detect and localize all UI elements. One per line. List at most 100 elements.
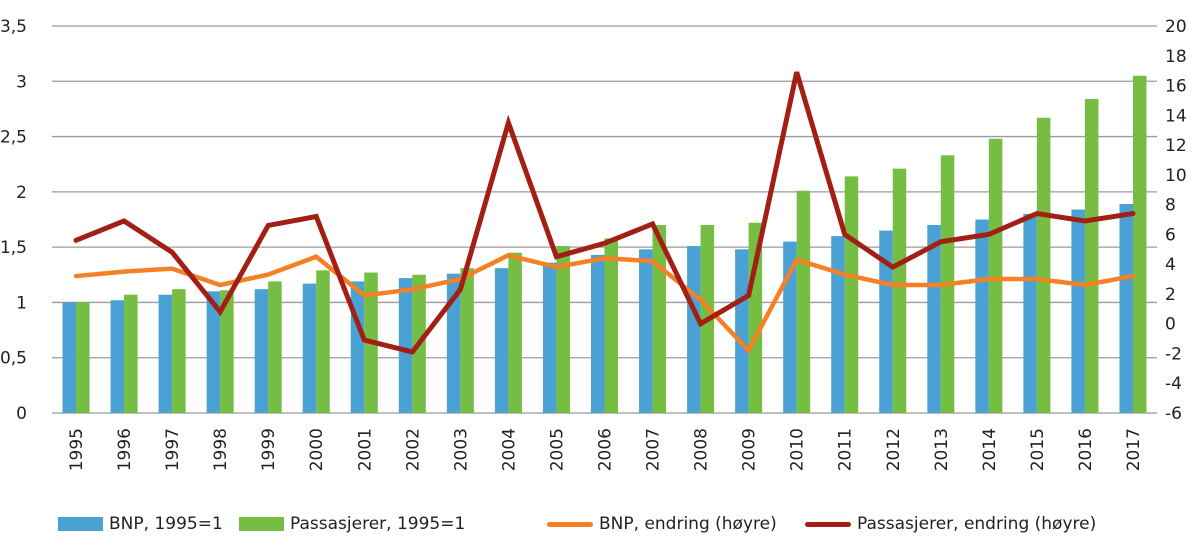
x-tick-label: 2006 xyxy=(596,428,616,471)
bar-passasjerer xyxy=(268,281,282,413)
y-left-tick-label: 1,5 xyxy=(0,238,27,258)
y-right-tick-label: 10 xyxy=(1165,166,1187,186)
x-tick-label: 2009 xyxy=(740,428,760,471)
bar-bnp xyxy=(783,241,797,413)
x-tick-label: 2012 xyxy=(884,428,904,471)
x-tick-label: 2013 xyxy=(932,428,952,471)
x-tick-label: 2011 xyxy=(836,428,856,471)
y-right-tick-label: 12 xyxy=(1165,136,1187,156)
x-tick-label: 2008 xyxy=(692,428,712,471)
bar-bnp xyxy=(110,300,125,413)
y-right-tick-label: 14 xyxy=(1165,106,1187,126)
y-right-tick-label: 18 xyxy=(1165,47,1187,67)
x-tick-label: 2015 xyxy=(1028,428,1048,471)
y-left-tick-label: 0 xyxy=(16,404,27,424)
y-right-tick-label: 6 xyxy=(1165,225,1176,245)
bar-bnp xyxy=(1023,213,1037,413)
y-right-tick-label: -4 xyxy=(1165,374,1182,394)
legend-item-passasjerer-endring: Passasjerer, endring (høyre) xyxy=(805,514,1096,534)
legend-label: Passasjerer, endring (høyre) xyxy=(857,514,1097,534)
bar-bnp xyxy=(1119,204,1133,413)
y-right-tick-label: 4 xyxy=(1165,255,1176,275)
bar-passasjerer xyxy=(460,268,474,413)
bar-passasjerer xyxy=(172,289,186,413)
combo-chart: 0 0,5 1 1,5 2 2,5 3 3,5 -6 -4 -2 0 2 4 6 8 10 12 14 16 18 20… xyxy=(0,17,1187,471)
y-right-tick-label: 2 xyxy=(1165,285,1176,305)
y-left-tick-label: 0,5 xyxy=(0,349,27,369)
legend-label: BNP, 1995=1 xyxy=(109,514,223,534)
bar-passasjerer xyxy=(892,168,907,413)
x-tick-label: 2002 xyxy=(403,428,423,471)
bar-bnp xyxy=(62,302,77,413)
x-tick-label: 2010 xyxy=(788,428,808,471)
legend-swatch-bnp-index xyxy=(58,517,103,531)
x-tick-label: 2017 xyxy=(1124,428,1144,471)
x-axis: 1995 1996 1997 1998 1999 2000 2001 2002 2003 2004… xyxy=(67,428,1144,471)
bar-passasjerer xyxy=(604,238,618,413)
x-tick-label: 2014 xyxy=(980,428,1000,471)
y-right-tick-label: 0 xyxy=(1165,315,1176,335)
bar-bnp xyxy=(446,273,461,413)
bar-bnp xyxy=(687,246,701,413)
x-tick-label: 2016 xyxy=(1076,428,1096,471)
bar-bnp xyxy=(927,225,941,413)
bar-passasjerer xyxy=(508,252,522,413)
bar-bnp xyxy=(254,289,269,413)
legend-label: BNP, endring (høyre) xyxy=(599,514,777,534)
y-left-tick-label: 1 xyxy=(16,293,27,313)
line-bnp-endring xyxy=(73,252,1136,355)
bar-passasjerer xyxy=(316,270,330,413)
line-passasjerer-endring xyxy=(73,71,1136,355)
left-y-axis: 0 0,5 1 1,5 2 2,5 3 3,5 xyxy=(0,17,27,424)
legend-swatch-passasjerer-endring xyxy=(805,521,851,527)
bar-passasjerer xyxy=(556,246,570,413)
bar-passasjerer xyxy=(988,138,1003,414)
bar-passasjerer xyxy=(796,190,811,413)
bar-bnp xyxy=(158,294,173,413)
x-tick-label: 2007 xyxy=(644,428,664,471)
legend-item-passasjerer-index: Passasjerer, 1995=1 xyxy=(239,514,465,534)
y-left-tick-label: 2,5 xyxy=(0,128,27,148)
bar-bnp xyxy=(1071,209,1085,413)
y-right-tick-label: -6 xyxy=(1165,404,1182,424)
legend-item-bnp-index: BNP, 1995=1 xyxy=(58,514,223,534)
bar-passasjerer xyxy=(1036,117,1051,413)
y-right-tick-label: -2 xyxy=(1165,344,1182,364)
x-tick-label: 1999 xyxy=(259,428,279,471)
bar-passasjerer xyxy=(844,176,859,413)
y-right-tick-label: 8 xyxy=(1165,196,1176,216)
y-right-tick-label: 20 xyxy=(1165,17,1187,37)
bar-passasjerer xyxy=(124,294,138,413)
bar-bnp xyxy=(206,291,221,413)
x-tick-label: 2001 xyxy=(355,428,375,471)
bar-passasjerer xyxy=(220,290,234,413)
legend-swatch-passasjerer-index xyxy=(239,517,284,531)
y-right-tick-label: 16 xyxy=(1165,77,1187,97)
bar-bnp xyxy=(542,262,557,413)
legend: BNP, 1995=1 Passasjerer, 1995=1 BNP, end… xyxy=(0,514,1200,544)
line-series xyxy=(73,71,1136,355)
bar-bnp xyxy=(494,268,509,413)
y-left-tick-label: 3,5 xyxy=(0,17,27,37)
x-tick-label: 1998 xyxy=(211,428,231,471)
bar-bnp xyxy=(735,249,749,413)
bar-passasjerer xyxy=(76,302,90,413)
bar-bnp xyxy=(879,230,893,413)
x-tick-label: 2000 xyxy=(307,428,327,471)
x-tick-label: 1997 xyxy=(163,428,183,471)
bar-bnp xyxy=(302,283,317,413)
bar-bnp xyxy=(398,278,413,413)
x-tick-label: 1996 xyxy=(115,428,135,471)
bar-passasjerer xyxy=(1084,98,1099,413)
y-left-tick-label: 2 xyxy=(16,183,27,203)
x-tick-label: 2003 xyxy=(451,428,471,471)
x-tick-label: 1995 xyxy=(67,428,87,471)
legend-swatch-bnp-endring xyxy=(547,521,593,527)
legend-item-bnp-endring: BNP, endring (høyre) xyxy=(547,514,777,534)
x-tick-label: 2004 xyxy=(499,428,519,471)
bar-bnp xyxy=(831,236,845,413)
bar-bnp xyxy=(350,281,365,413)
bar-bnp xyxy=(975,219,989,413)
legend-label: Passasjerer, 1995=1 xyxy=(290,514,466,534)
y-left-tick-label: 3 xyxy=(16,72,27,92)
